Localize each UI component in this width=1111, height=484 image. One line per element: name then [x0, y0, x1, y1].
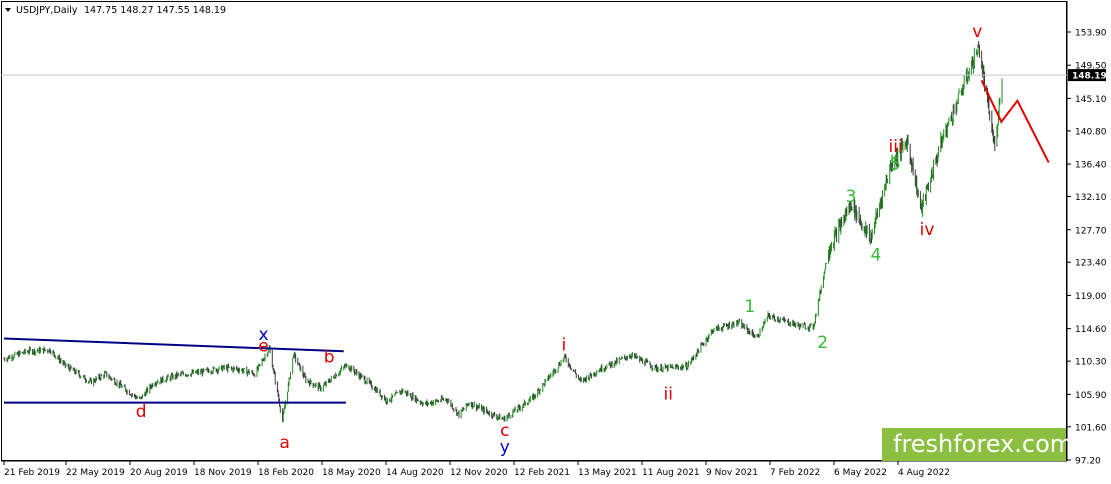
time-axis: 21 Feb 2019 22 May 2019 20 Aug 2019 18 Nov …: [3, 461, 950, 478]
y-tick-label: 119.00: [1075, 292, 1107, 302]
x-tick-label: 18 May 2020: [322, 468, 381, 478]
x-tick-label: 20 Aug 2019: [130, 468, 188, 478]
x-tick-label: 12 Feb 2021: [514, 468, 570, 478]
watermark-text: freshforex.com: [893, 430, 1073, 458]
price-tag: 148.19: [1068, 69, 1107, 82]
price-series: [3, 40, 1003, 423]
wave-label-y: y: [500, 437, 510, 457]
wave-label-iii: iii: [889, 137, 903, 157]
y-tick-label: 114.60: [1075, 325, 1107, 335]
y-tick-label: 136.40: [1075, 161, 1107, 171]
x-tick-label: 22 May 2019: [66, 468, 125, 478]
y-tick-label: 101.60: [1075, 423, 1107, 433]
x-tick-label: 4 Aug 2022: [898, 468, 950, 478]
watermark: freshforex.com: [882, 428, 1073, 461]
y-tick-label: 132.10: [1075, 193, 1107, 203]
wave-label-2: 2: [817, 333, 828, 353]
wave-label-a: a: [279, 433, 289, 453]
wave-label-5: 5: [890, 154, 901, 174]
wave-label-ii: ii: [663, 385, 672, 405]
y-tick-label: 105.90: [1075, 391, 1107, 401]
x-tick-label: 14 Aug 2020: [386, 468, 444, 478]
x-tick-label: 9 Nov 2021: [706, 468, 758, 478]
ohlc-values: 147.75 148.27 147.55 148.19: [84, 5, 226, 16]
wave-label-4: 4: [870, 246, 881, 266]
watermark-box: [882, 428, 1066, 461]
wave-label-1: 1: [744, 297, 755, 317]
y-tick-label: 123.40: [1075, 259, 1107, 269]
price-axis: 153.90 149.50 145.10 140.80 136.40 132.10 127.…: [1067, 29, 1107, 467]
wave-label-v: v: [972, 22, 982, 42]
wave-label-d: d: [136, 402, 147, 422]
trendlines: [3, 337, 346, 404]
forecast-line[interactable]: [980, 79, 1050, 164]
price-tag-text: 148.19: [1072, 72, 1107, 82]
y-tick-label: 149.50: [1075, 62, 1107, 72]
wave-label-c: c: [500, 421, 509, 441]
wave-label-e: e: [258, 336, 268, 356]
x-tick-label: 11 Aug 2021: [642, 468, 700, 478]
symbol-label: USDJPY,Daily: [16, 5, 78, 16]
price-tag-box: [1068, 69, 1106, 82]
y-tick-label: 110.30: [1075, 358, 1107, 368]
dropdown-triangle-icon[interactable]: [5, 8, 11, 12]
x-tick-label: 12 Nov 2020: [450, 468, 508, 478]
wave-label-3: 3: [846, 187, 857, 207]
wave-label-i: i: [562, 336, 567, 356]
y-tick-label: 140.80: [1075, 127, 1107, 137]
x-tick-label: 18 Feb 2020: [258, 468, 314, 478]
x-tick-label: 21 Feb 2019: [4, 468, 60, 478]
y-tick-label: 127.70: [1075, 226, 1107, 236]
chart-header: USDJPY,Daily 147.75 148.27 147.55 148.19: [5, 5, 226, 16]
y-tick-label: 145.10: [1075, 95, 1107, 105]
wave-label-b: b: [324, 348, 335, 368]
wave-label-iv: iv: [920, 220, 935, 240]
x-tick-label: 18 Nov 2019: [194, 468, 252, 478]
y-tick-label: 97.20: [1075, 457, 1101, 467]
x-tick-label: 6 May 2022: [834, 468, 887, 478]
wave-label-x: x: [258, 325, 268, 345]
y-tick-label: 153.90: [1075, 29, 1107, 39]
trendline[interactable]: [3, 337, 344, 353]
x-tick-label: 13 May 2021: [578, 468, 637, 478]
forecast-path: [980, 79, 1050, 164]
x-tick-label: 7 Feb 2022: [770, 468, 820, 478]
